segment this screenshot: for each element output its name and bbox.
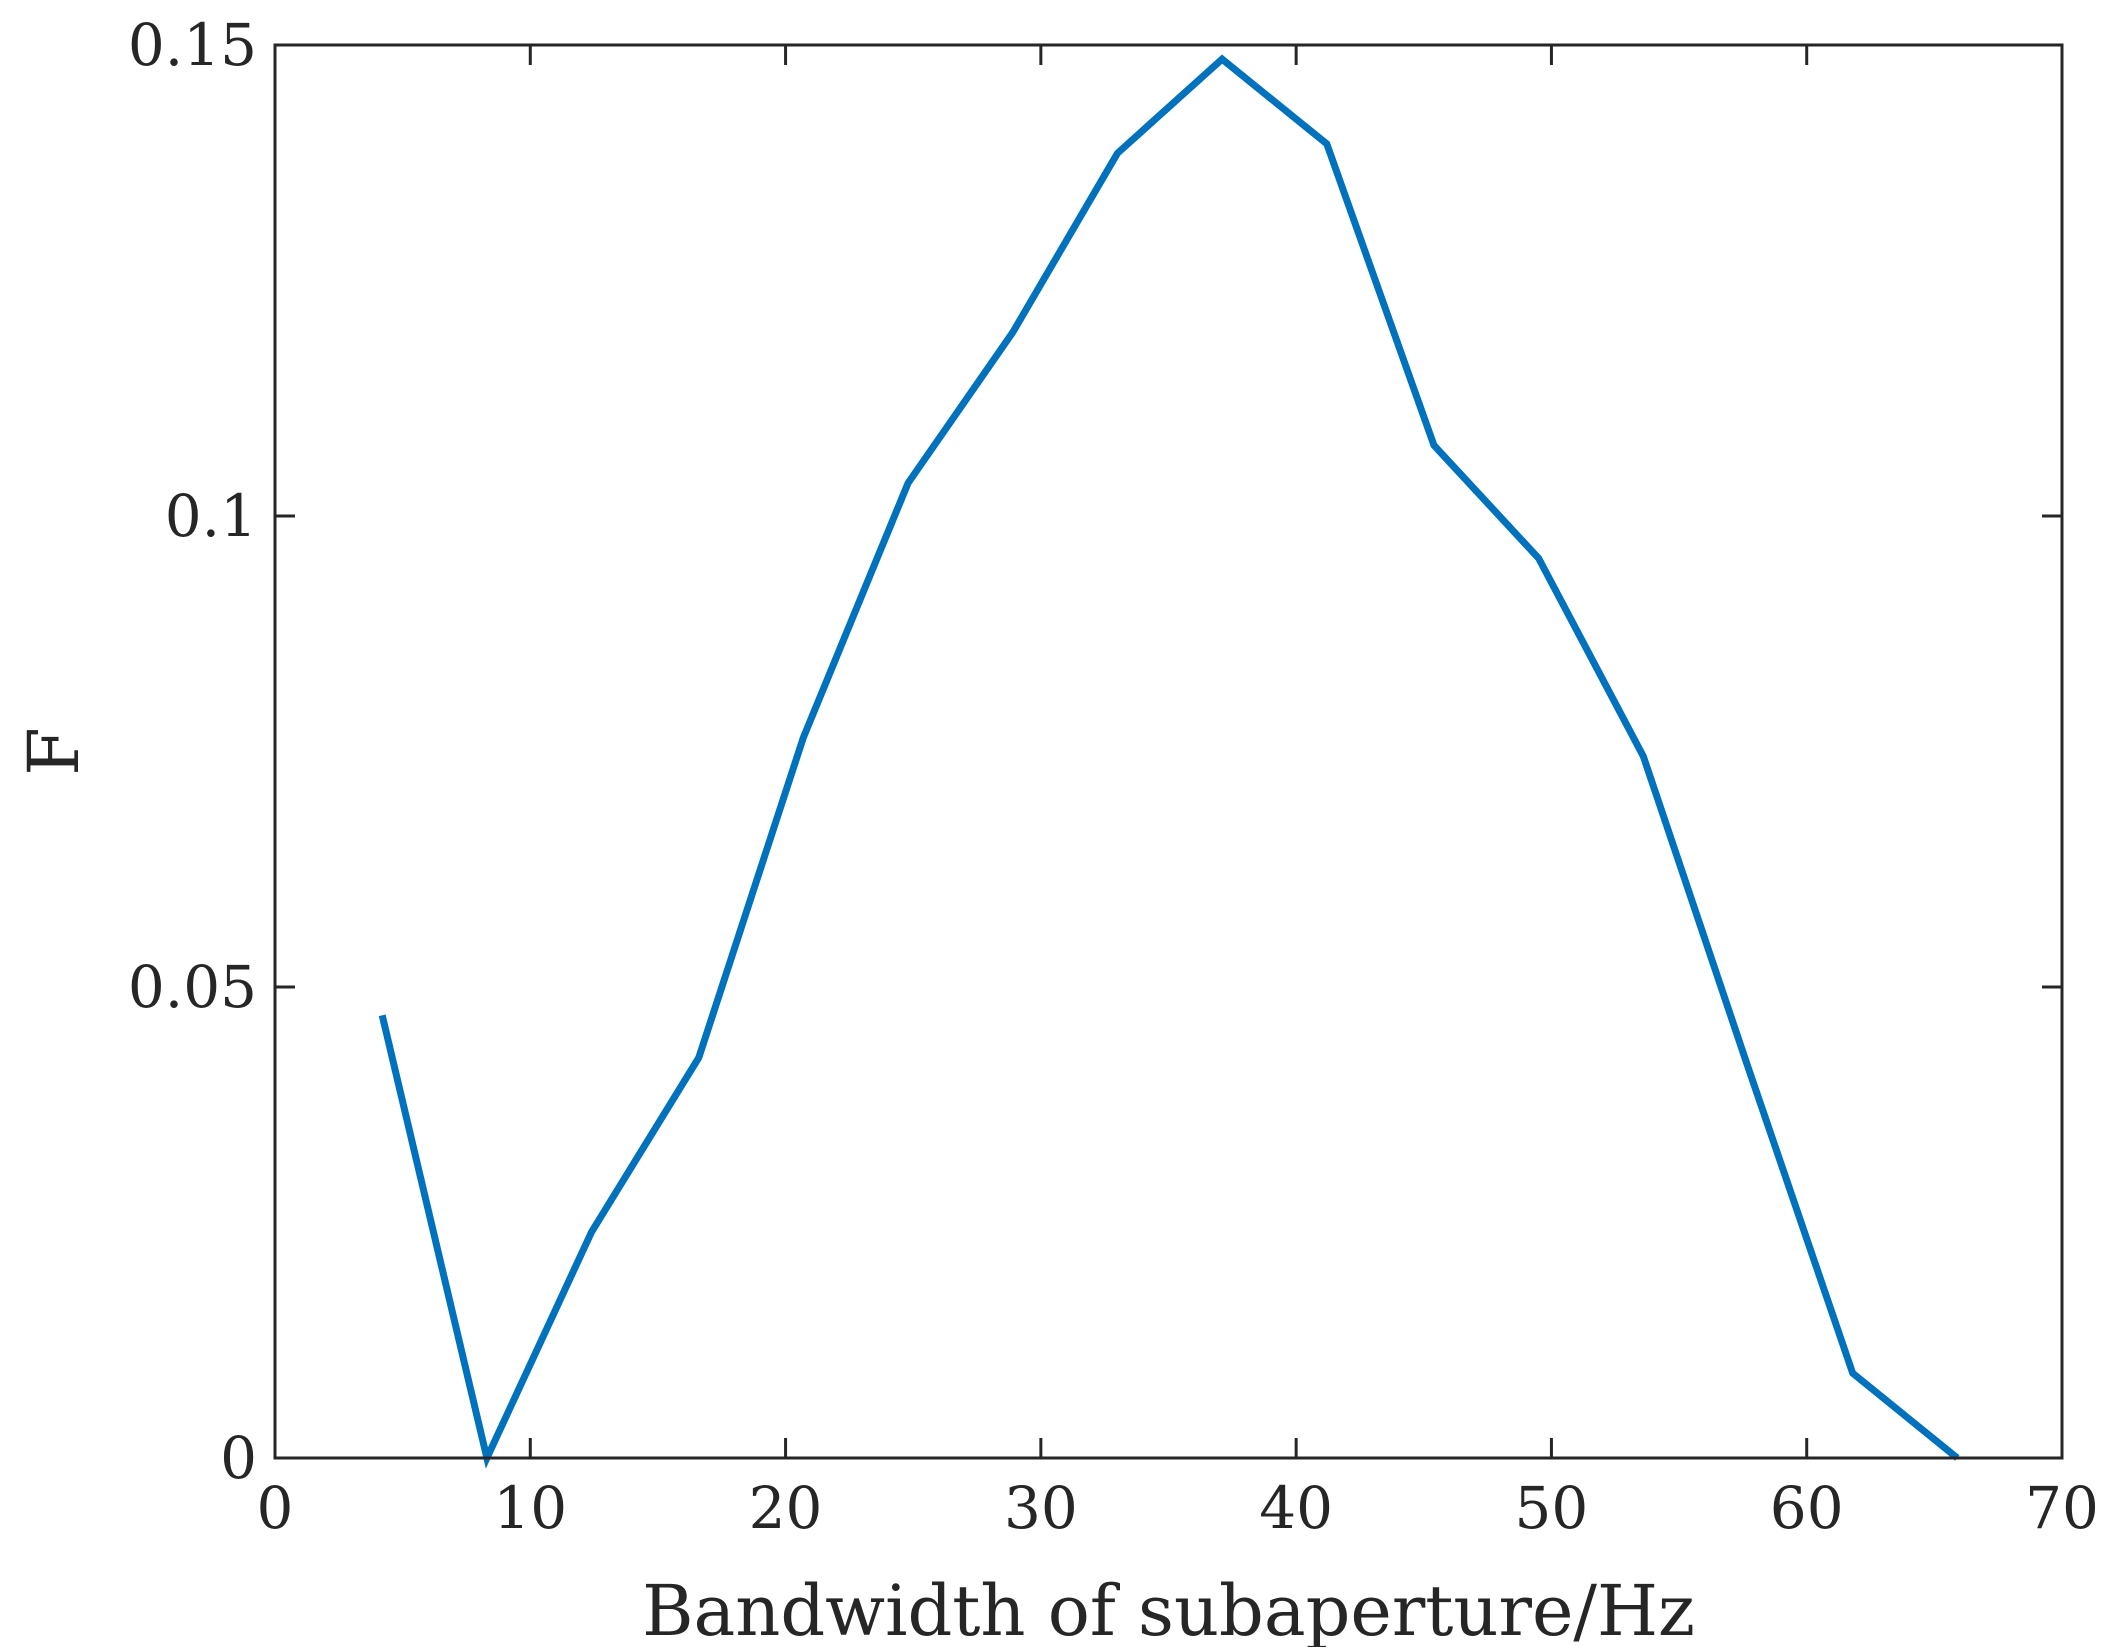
labels-layer: 0 10 20 30 40 50 60 70 0 0.05 0.1 0.15 <box>128 11 2099 1542</box>
x-tick-label: 0 <box>257 1474 294 1542</box>
series-line <box>378 54 1960 1469</box>
y-tick-label: 0.05 <box>128 953 257 1021</box>
x-axis-label: Bandwidth of subaperture/Hz <box>642 1570 1695 1647</box>
x-tick-label: 50 <box>1515 1474 1589 1542</box>
y-axis-label: F <box>13 727 95 776</box>
y-tick-label: 0.15 <box>128 11 257 79</box>
x-tick-label: 30 <box>1004 1474 1078 1542</box>
x-tick-label: 70 <box>2025 1474 2099 1542</box>
plot-frame <box>273 43 2064 1460</box>
ticks-layer <box>273 43 2064 1460</box>
x-tick-label: 20 <box>749 1474 823 1542</box>
x-tick-label: 60 <box>1770 1474 1844 1542</box>
x-tick-label: 40 <box>1259 1474 1333 1542</box>
y-tick-label: 0 <box>220 1424 257 1492</box>
x-tick-label: 10 <box>493 1474 567 1542</box>
y-tick-label: 0.1 <box>165 482 257 550</box>
series-layer <box>378 54 1960 1469</box>
